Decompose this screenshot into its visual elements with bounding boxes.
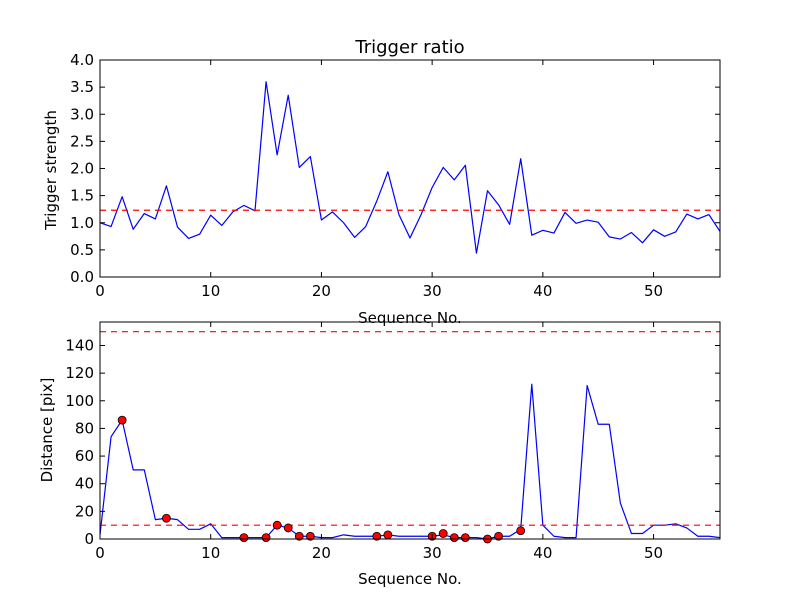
top-x-tick-label: 40 [533,282,552,300]
bottom-marker-point [294,531,304,541]
bottom-y-tick-label: 20 [75,502,94,520]
bottom-plot-frame [99,321,721,540]
top-y-tick-label: 2.5 [70,132,94,150]
bottom-marker-point [449,533,459,543]
top-chart-title: Trigger ratio [354,37,464,58]
top-y-tick-label: 3.0 [70,105,94,123]
top-y-tick-label: 3.5 [70,78,94,96]
top-x-axis-label: Sequence No. [358,309,462,327]
bottom-marker-point [239,533,249,543]
top-series-line [100,81,720,254]
bottom-marker-point [283,523,293,533]
bottom-y-tick-label: 140 [65,336,94,354]
top-y-tick-label: 2.0 [70,160,94,178]
bottom-series-line [100,383,720,539]
distance-subplot: Distance [pix] Sequence No. 0 10 20 30 40 50 0… [38,321,721,588]
bottom-y-tick-label: 40 [75,475,94,493]
bottom-marker-point [494,531,503,541]
bottom-marker-point [372,531,382,541]
bottom-marker-point [117,415,127,425]
bottom-marker-point [516,526,526,536]
top-y-tick-label: 1.0 [70,214,94,232]
bottom-y-tick-label: 60 [75,447,94,465]
top-y-tick-label: 4.0 [70,51,94,69]
bottom-x-tick-label: 10 [201,544,220,562]
bottom-marker-point [383,530,393,540]
bottom-x-tick-label: 40 [533,544,552,562]
top-y-tick-label: 1.5 [70,187,94,205]
bottom-x-tick-label: 20 [312,544,331,562]
bottom-x-tick-label: 0 [95,544,105,562]
top-plot-data [100,81,720,254]
bottom-x-tick-label: 30 [423,544,442,562]
top-x-tick-label: 0 [95,282,105,300]
top-x-tick-label: 30 [423,282,442,300]
top-y-tick-label: 0.5 [70,241,94,259]
bottom-marker-point [261,533,271,543]
bottom-plot-data [100,331,720,539]
bottom-x-axis-label: Sequence No. [358,570,462,588]
bottom-marker-point [305,531,315,541]
top-y-axis-label: Trigger strength [42,110,60,231]
top-x-tick-label: 50 [644,282,663,300]
bottom-y-tick-label: 120 [65,364,94,382]
bottom-marker-point [162,513,171,523]
bottom-y-axis-label: Distance [pix] [38,378,56,483]
top-x-tick-label: 10 [201,282,220,300]
bottom-x-tick-label: 50 [644,544,663,562]
bottom-y-tick-label: 100 [65,392,94,410]
top-x-tick-label: 20 [312,282,331,300]
bottom-y-tick-label: 80 [75,419,94,437]
top-y-tick-label: 0.0 [70,268,94,286]
bottom-marker-point [438,529,448,538]
bottom-marker-point [272,520,282,530]
bottom-y-tick-label: 0 [84,530,94,548]
bottom-marker-point [460,533,470,543]
